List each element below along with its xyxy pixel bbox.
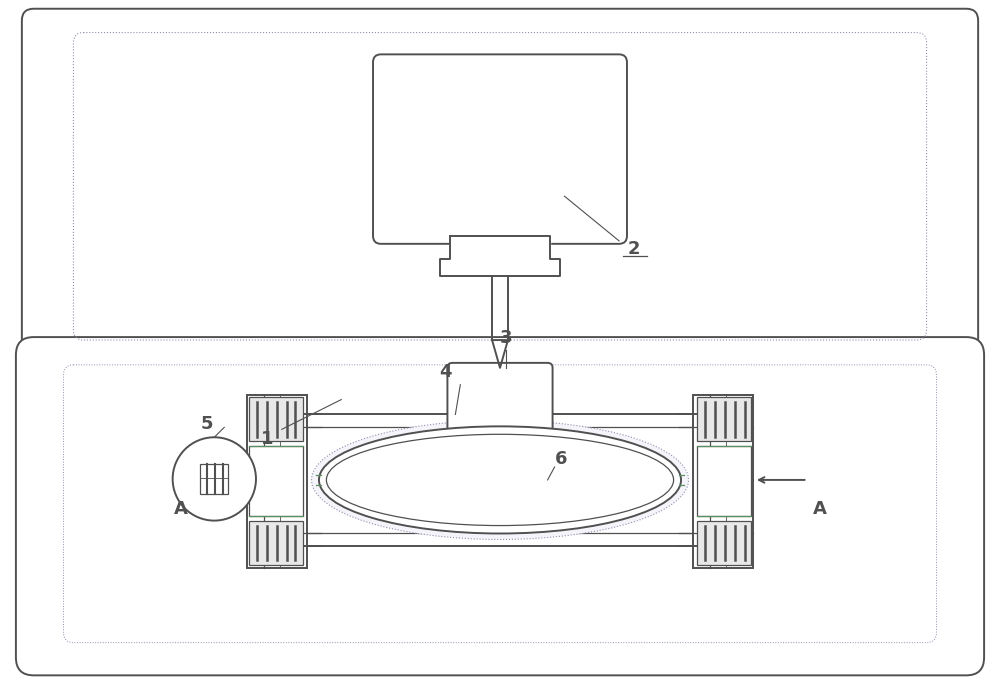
FancyBboxPatch shape <box>22 9 978 360</box>
Text: 3: 3 <box>500 329 512 347</box>
Polygon shape <box>440 236 560 276</box>
Ellipse shape <box>326 434 674 525</box>
Text: 5: 5 <box>201 416 214 433</box>
Text: 4: 4 <box>439 363 452 381</box>
Circle shape <box>173 437 256 520</box>
Text: 6: 6 <box>555 450 568 468</box>
Bar <box>249 446 303 516</box>
Polygon shape <box>492 340 508 368</box>
FancyBboxPatch shape <box>447 363 553 432</box>
Text: 2: 2 <box>628 240 640 257</box>
FancyBboxPatch shape <box>373 54 627 244</box>
Text: 1: 1 <box>261 430 273 448</box>
Bar <box>697 520 751 565</box>
Ellipse shape <box>312 421 688 539</box>
Ellipse shape <box>319 426 681 534</box>
Bar <box>247 395 307 568</box>
Bar <box>697 446 751 516</box>
Text: A: A <box>174 500 188 518</box>
Bar <box>249 396 303 441</box>
Bar <box>693 395 753 568</box>
Bar <box>249 520 303 565</box>
Text: A: A <box>812 500 826 518</box>
Bar <box>697 396 751 441</box>
Bar <box>200 464 228 494</box>
FancyBboxPatch shape <box>16 337 984 675</box>
